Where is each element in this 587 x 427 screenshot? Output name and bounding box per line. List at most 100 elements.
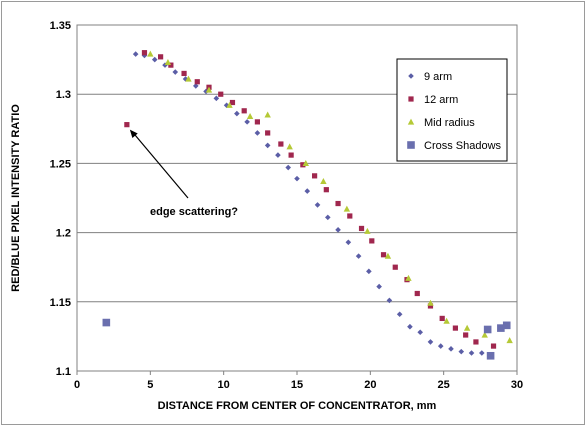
point-2-9 [320,177,327,184]
point-1-24 [414,290,420,297]
point-0-14 [275,152,281,158]
point-1-8 [229,99,236,106]
annotation-arrow [133,133,189,199]
point-1-14 [300,162,306,168]
point-2-11 [364,227,371,234]
point-1-16 [323,187,329,193]
point-2-14 [427,299,434,306]
x-tick-labels: 0 5 10 15 20 25 30 [74,371,523,391]
point-2-7 [286,143,293,150]
point-1-0 [124,122,130,128]
point-1-13 [288,152,294,158]
point-3-3 [497,324,505,332]
point-2-16 [463,324,471,331]
point-1-29 [473,339,479,345]
point-3-4 [502,321,511,330]
x-axis-title: DISTANCE FROM CENTER OF CONCENTRATOR, mm [158,400,437,412]
point-2-15 [443,317,450,324]
point-2-1 [164,58,172,65]
point-0-30 [437,343,444,349]
series-0 [132,51,485,356]
point-0-23 [366,268,372,275]
point-0-8 [213,95,220,102]
point-0-33 [468,350,475,356]
series-2 [147,50,513,344]
y-tick-label-2: 1.2 [56,228,71,240]
point-3-2 [486,351,495,360]
y-tick-label-5: 1.35 [50,20,71,32]
point-0-20 [335,227,341,233]
point-0-10 [234,110,240,117]
y-tick-labels: 1.1 1.15 1.2 1.25 1.3 1.35 [50,20,71,378]
point-0-28 [417,329,423,336]
point-2-4 [226,101,233,108]
point-0-7 [203,88,209,95]
point-2-0 [147,50,154,57]
point-1-11 [265,130,271,136]
legend-label-2: Mid radius [424,117,475,129]
point-0-15 [285,164,291,171]
point-0-27 [407,323,413,330]
point-1-5 [194,79,200,85]
point-1-2 [158,54,164,60]
annotation-text: edge scattering? [150,206,238,218]
point-1-15 [312,173,318,179]
point-1-3 [168,62,174,68]
point-0-22 [355,253,362,259]
point-0-32 [458,348,465,355]
data-points [102,50,513,360]
legend-box [396,58,508,162]
point-0-4 [172,69,179,75]
point-0-34 [479,350,485,356]
point-1-28 [463,332,469,338]
point-1-20 [369,238,375,244]
point-1-22 [392,264,398,270]
point-0-12 [254,130,261,136]
point-0-17 [304,188,311,194]
annotation-arrowhead [129,129,138,139]
legend-marker-2 [407,118,415,125]
y-axis-title: RED/BLUE PIXEL INTENSITY RATIO [10,104,22,292]
point-2-12 [384,252,392,259]
x-tick-label-6: 30 [511,379,523,391]
point-1-4 [181,70,187,77]
point-2-2 [185,75,192,82]
point-2-5 [246,112,254,119]
point-0-11 [244,119,250,125]
point-0-31 [448,346,454,352]
y-tick-label-0: 1.1 [56,366,71,378]
point-0-16 [294,175,300,182]
x-tick-label-5: 25 [438,379,450,391]
point-2-18 [506,337,513,344]
point-2-13 [405,274,412,281]
point-1-7 [218,91,224,97]
point-1-17 [335,200,341,207]
legend: 9 arm 12 arm Mid radius Cross Shadows [396,58,508,162]
y-tick-label-4: 1.3 [56,89,71,101]
point-0-26 [396,311,403,318]
point-1-21 [380,252,387,258]
point-1-25 [427,303,434,309]
legend-label-3: Cross Shadows [424,140,502,152]
x-tick-label-1: 5 [147,379,153,391]
y-tick-label-1: 1.15 [50,297,71,309]
point-0-6 [193,83,199,89]
series-3 [102,318,511,360]
point-3-0 [102,318,111,327]
point-0-29 [427,339,434,345]
legend-marker-3 [407,141,415,149]
legend-label-1: 12 arm [424,94,458,106]
point-1-18 [347,213,353,219]
point-0-19 [325,214,331,221]
point-3-1 [483,325,492,334]
point-1-12 [278,141,284,147]
point-2-8 [302,160,309,166]
point-0-0 [132,51,139,57]
point-0-24 [376,283,382,290]
point-1-1 [141,50,148,56]
point-1-27 [452,325,458,331]
point-0-25 [386,297,393,304]
point-2-17 [481,331,488,338]
point-2-6 [264,111,271,118]
